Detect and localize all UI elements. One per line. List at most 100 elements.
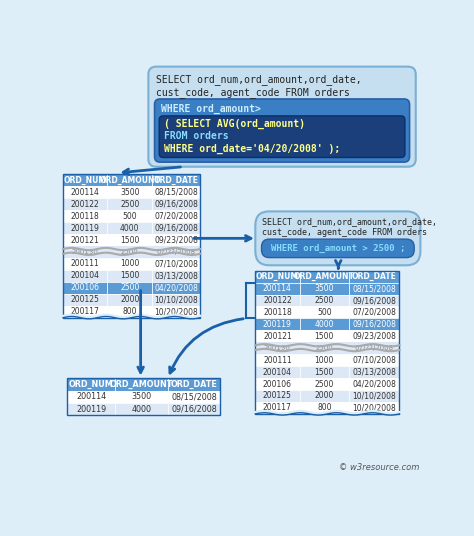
- Bar: [300, 366, 349, 378]
- Text: 200122: 200122: [71, 200, 100, 209]
- Bar: [152, 210, 201, 222]
- Bar: [349, 378, 400, 390]
- Bar: [63, 210, 107, 222]
- Bar: [255, 295, 300, 307]
- Text: 09/16/2008: 09/16/2008: [352, 296, 396, 305]
- Text: 2500: 2500: [120, 200, 139, 209]
- Text: 07/20/2008: 07/20/2008: [155, 212, 198, 221]
- Bar: [152, 174, 201, 187]
- Bar: [349, 271, 400, 282]
- Bar: [67, 378, 220, 415]
- Bar: [152, 306, 201, 318]
- Bar: [63, 187, 107, 198]
- Bar: [152, 282, 201, 294]
- Bar: [300, 295, 349, 307]
- Bar: [300, 307, 349, 318]
- Text: 03/13/2008: 03/13/2008: [155, 271, 198, 280]
- Bar: [63, 270, 107, 282]
- Bar: [67, 391, 115, 403]
- Text: 500: 500: [317, 308, 332, 317]
- FancyBboxPatch shape: [159, 116, 405, 158]
- Text: 200114: 200114: [263, 284, 292, 293]
- Text: 200130: 200130: [264, 345, 291, 351]
- Text: 09/16/2008: 09/16/2008: [171, 405, 217, 414]
- Text: SELECT ord_num,ord_amount,ord_date,: SELECT ord_num,ord_amount,ord_date,: [156, 75, 362, 85]
- Bar: [63, 294, 107, 306]
- Text: ORD_DATE: ORD_DATE: [171, 380, 218, 389]
- Text: 07/??/2008: 07/??/2008: [355, 345, 394, 351]
- Bar: [63, 222, 107, 234]
- Bar: [300, 282, 349, 295]
- Bar: [107, 222, 152, 234]
- Bar: [300, 354, 349, 366]
- Text: ( SELECT AVG(ord_amount): ( SELECT AVG(ord_amount): [164, 119, 305, 129]
- Text: 2500: 2500: [120, 284, 139, 292]
- Text: WHERE ord_amount > 2500 ;: WHERE ord_amount > 2500 ;: [271, 244, 405, 253]
- Text: 200117: 200117: [71, 307, 100, 316]
- Bar: [152, 270, 201, 282]
- Text: cust_code, agent_code FROM orders: cust_code, agent_code FROM orders: [156, 87, 350, 98]
- Text: 200118: 200118: [263, 308, 292, 317]
- Bar: [107, 306, 152, 318]
- Text: 200114: 200114: [76, 392, 106, 401]
- Text: ORD_AMOUNT: ORD_AMOUNT: [109, 380, 173, 389]
- Text: 200119: 200119: [76, 405, 106, 414]
- Text: 07/??/2008: 07/??/2008: [157, 249, 196, 255]
- Text: 08/15/2008: 08/15/2008: [352, 284, 396, 293]
- Bar: [349, 402, 400, 414]
- FancyBboxPatch shape: [155, 99, 410, 162]
- Text: 200106: 200106: [71, 284, 100, 292]
- Bar: [63, 174, 201, 318]
- Bar: [255, 330, 300, 343]
- Text: 2500: 2500: [315, 379, 334, 389]
- Text: cust_code, agent_code FROM orders: cust_code, agent_code FROM orders: [262, 228, 427, 237]
- Bar: [107, 294, 152, 306]
- Bar: [63, 258, 107, 270]
- Text: 2000: 2000: [120, 295, 139, 304]
- Text: 200121: 200121: [71, 236, 100, 244]
- Text: 07/10/2008: 07/10/2008: [155, 259, 198, 269]
- Bar: [349, 354, 400, 366]
- Bar: [300, 402, 349, 414]
- Text: 07/20/2008: 07/20/2008: [352, 308, 396, 317]
- Bar: [255, 390, 300, 402]
- Bar: [300, 378, 349, 390]
- Bar: [152, 222, 201, 234]
- Text: 1500: 1500: [120, 236, 139, 244]
- Bar: [255, 402, 300, 414]
- Bar: [107, 282, 152, 294]
- Bar: [107, 174, 152, 187]
- Text: 200114: 200114: [71, 188, 100, 197]
- Bar: [152, 198, 201, 210]
- Text: 1000: 1000: [315, 356, 334, 364]
- Bar: [107, 210, 152, 222]
- Bar: [107, 187, 152, 198]
- Bar: [63, 174, 107, 187]
- Bar: [152, 294, 201, 306]
- Text: 200125: 200125: [263, 391, 292, 400]
- Text: ORD_NUM: ORD_NUM: [69, 380, 113, 389]
- Bar: [349, 318, 400, 330]
- Bar: [255, 318, 300, 330]
- Bar: [115, 403, 168, 415]
- Text: 2000: 2000: [315, 391, 334, 400]
- Bar: [349, 295, 400, 307]
- Text: 3500: 3500: [120, 188, 139, 197]
- Text: 200119: 200119: [263, 320, 292, 329]
- Text: 10/20/2008: 10/20/2008: [155, 307, 198, 316]
- Text: 200111: 200111: [71, 259, 100, 269]
- Bar: [349, 282, 400, 295]
- Bar: [349, 390, 400, 402]
- Bar: [255, 282, 300, 295]
- Text: 200111: 200111: [263, 356, 292, 364]
- FancyBboxPatch shape: [255, 211, 420, 265]
- Text: 4000: 4000: [315, 320, 334, 329]
- Text: 1500: 1500: [315, 332, 334, 341]
- Text: ORD_NUM: ORD_NUM: [64, 176, 107, 185]
- Bar: [349, 366, 400, 378]
- Text: 09/16/2008: 09/16/2008: [155, 200, 198, 209]
- Text: 800: 800: [122, 307, 137, 316]
- Text: 200104: 200104: [263, 368, 292, 377]
- Text: FROM orders: FROM orders: [164, 131, 228, 142]
- Bar: [63, 246, 201, 258]
